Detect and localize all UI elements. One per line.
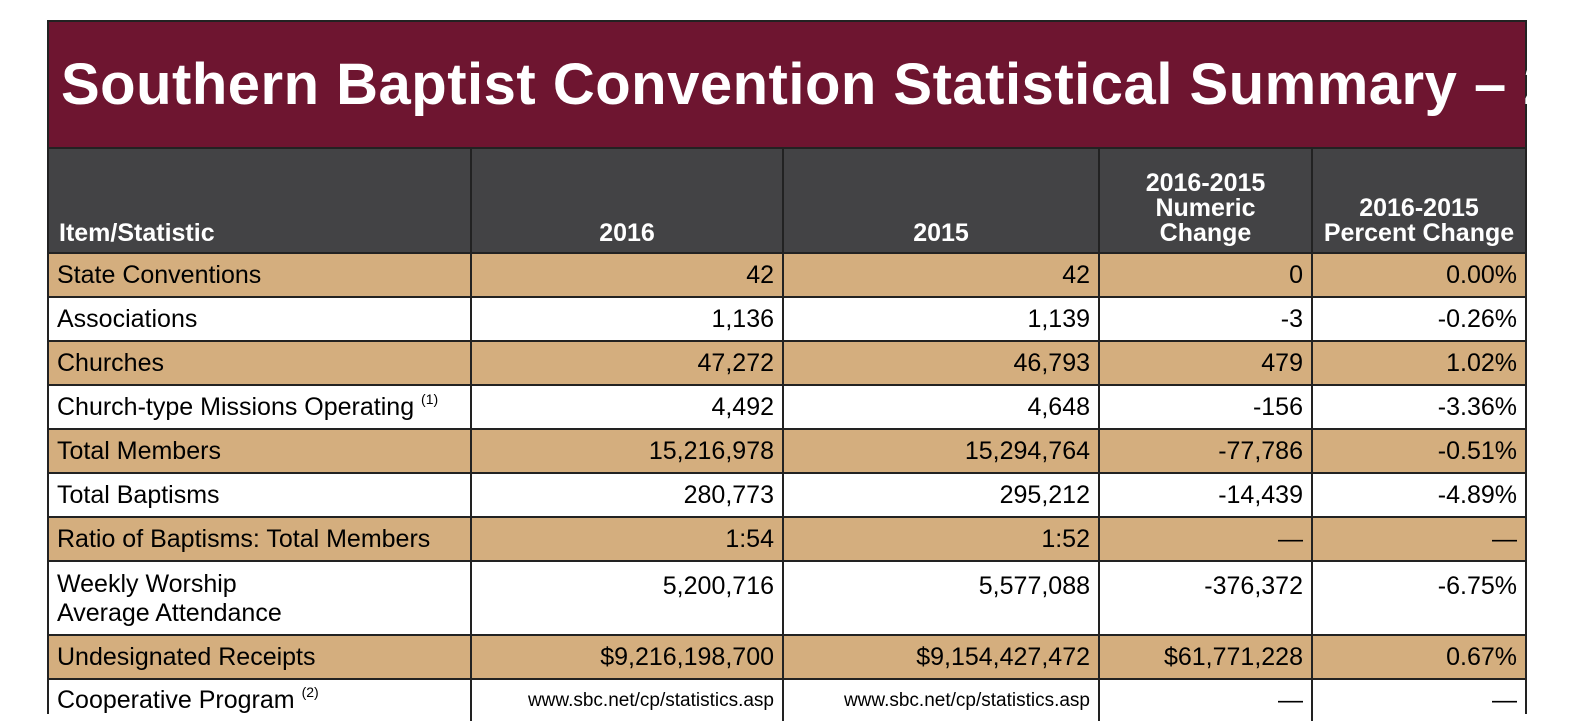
value-percent-change: 0.00%	[1311, 252, 1525, 298]
value-2015: 15,294,764	[782, 428, 1100, 474]
footnote-marker: (2)	[301, 684, 319, 700]
value-percent-change: —	[1311, 678, 1525, 721]
table-row-cooperative-program: Cooperative Program (2) www.sbc.net/cp/s…	[49, 678, 1525, 721]
row-label-text: Church-type Missions Operating	[57, 392, 415, 421]
table-row-weekly-worship: Weekly Worship Average Attendance 5,200,7…	[49, 560, 1525, 636]
statistics-table: Item/Statistic 2016 2015 2016-2015 Numer…	[49, 149, 1525, 721]
row-label: Ratio of Baptisms: Total Members	[49, 516, 472, 562]
value-2016-url: www.sbc.net/cp/statistics.asp	[470, 678, 784, 721]
value-numeric-change: $61,771,228	[1098, 634, 1313, 680]
value-2016: 1,136	[470, 296, 784, 342]
value-numeric-change: -376,372	[1098, 560, 1313, 636]
value-percent-change: -6.75%	[1311, 560, 1525, 636]
value-2015: 5,577,088	[782, 560, 1100, 636]
value-percent-change: 0.67%	[1311, 634, 1525, 680]
value-numeric-change: —	[1098, 678, 1313, 721]
value-2015: 1:52	[782, 516, 1100, 562]
row-label: Total Members	[49, 428, 472, 474]
header-numeric-change: 2016-2015 Numeric Change	[1098, 149, 1313, 254]
value-2015: 1,139	[782, 296, 1100, 342]
value-2016: 15,216,978	[470, 428, 784, 474]
value-2016: 47,272	[470, 340, 784, 386]
value-2016: 280,773	[470, 472, 784, 518]
table-row-state-conventions: State Conventions 42 42 0 0.00%	[49, 252, 1525, 298]
title-bar: Southern Baptist Convention Statistical …	[49, 22, 1580, 149]
value-percent-change: -0.26%	[1311, 296, 1525, 342]
value-2016: 42	[470, 252, 784, 298]
value-numeric-change: -77,786	[1098, 428, 1313, 474]
table-row-undesignated-receipts: Undesignated Receipts $9,216,198,700 $9,…	[49, 634, 1525, 680]
value-numeric-change: -14,439	[1098, 472, 1313, 518]
value-2016: 5,200,716	[470, 560, 784, 636]
value-percent-change: 1.02%	[1311, 340, 1525, 386]
value-2016: $9,216,198,700	[470, 634, 784, 680]
table-row-associations: Associations 1,136 1,139 -3 -0.26%	[49, 296, 1525, 342]
statistical-summary-table-frame: Southern Baptist Convention Statistical …	[47, 20, 1580, 721]
value-2015: $9,154,427,472	[782, 634, 1100, 680]
value-2015: 46,793	[782, 340, 1100, 386]
row-label: Associations	[49, 296, 472, 342]
table-row-ratio-baptisms: Ratio of Baptisms: Total Members 1:54 1:…	[49, 516, 1525, 562]
value-numeric-change: —	[1098, 516, 1313, 562]
row-label-two-line: Weekly Worship Average Attendance	[49, 560, 472, 636]
header-2015: 2015	[782, 149, 1100, 254]
value-percent-change: -3.36%	[1311, 384, 1525, 430]
row-label-text: Cooperative Program	[57, 686, 295, 714]
row-label-with-note: Church-type Missions Operating (1)	[49, 384, 472, 430]
value-numeric-change: 0	[1098, 252, 1313, 298]
table-row-total-members: Total Members 15,216,978 15,294,764 -77,…	[49, 428, 1525, 474]
header-row: Item/Statistic 2016 2015 2016-2015 Numer…	[49, 149, 1525, 254]
value-percent-change: -0.51%	[1311, 428, 1525, 474]
value-2015: 42	[782, 252, 1100, 298]
row-label: Undesignated Receipts	[49, 634, 472, 680]
value-2015: 4,648	[782, 384, 1100, 430]
header-2016: 2016	[470, 149, 784, 254]
value-2015: 295,212	[782, 472, 1100, 518]
table-row-total-baptisms: Total Baptisms 280,773 295,212 -14,439 -…	[49, 472, 1525, 518]
row-label-with-note: Cooperative Program (2)	[49, 678, 472, 721]
row-label-line-2: Average Attendance	[57, 599, 282, 627]
row-label: State Conventions	[49, 252, 472, 298]
table-row-churches: Churches 47,272 46,793 479 1.02%	[49, 340, 1525, 386]
row-label-line-1: Weekly Worship	[57, 570, 237, 598]
value-numeric-change: -3	[1098, 296, 1313, 342]
row-label: Total Baptisms	[49, 472, 472, 518]
footnote-marker: (1)	[421, 390, 439, 407]
table-row-church-type-missions: Church-type Missions Operating (1) 4,492…	[49, 384, 1525, 430]
value-2016: 1:54	[470, 516, 784, 562]
header-item-statistic: Item/Statistic	[49, 149, 472, 254]
header-percent-change: 2016-2015 Percent Change	[1311, 149, 1525, 254]
value-percent-change: -4.89%	[1311, 472, 1525, 518]
table-title: Southern Baptist Convention Statistical …	[61, 52, 1580, 117]
row-label: Churches	[49, 340, 472, 386]
value-2016: 4,492	[470, 384, 784, 430]
value-numeric-change: -156	[1098, 384, 1313, 430]
value-numeric-change: 479	[1098, 340, 1313, 386]
value-percent-change: —	[1311, 516, 1525, 562]
value-2015-url: www.sbc.net/cp/statistics.asp	[782, 678, 1100, 721]
